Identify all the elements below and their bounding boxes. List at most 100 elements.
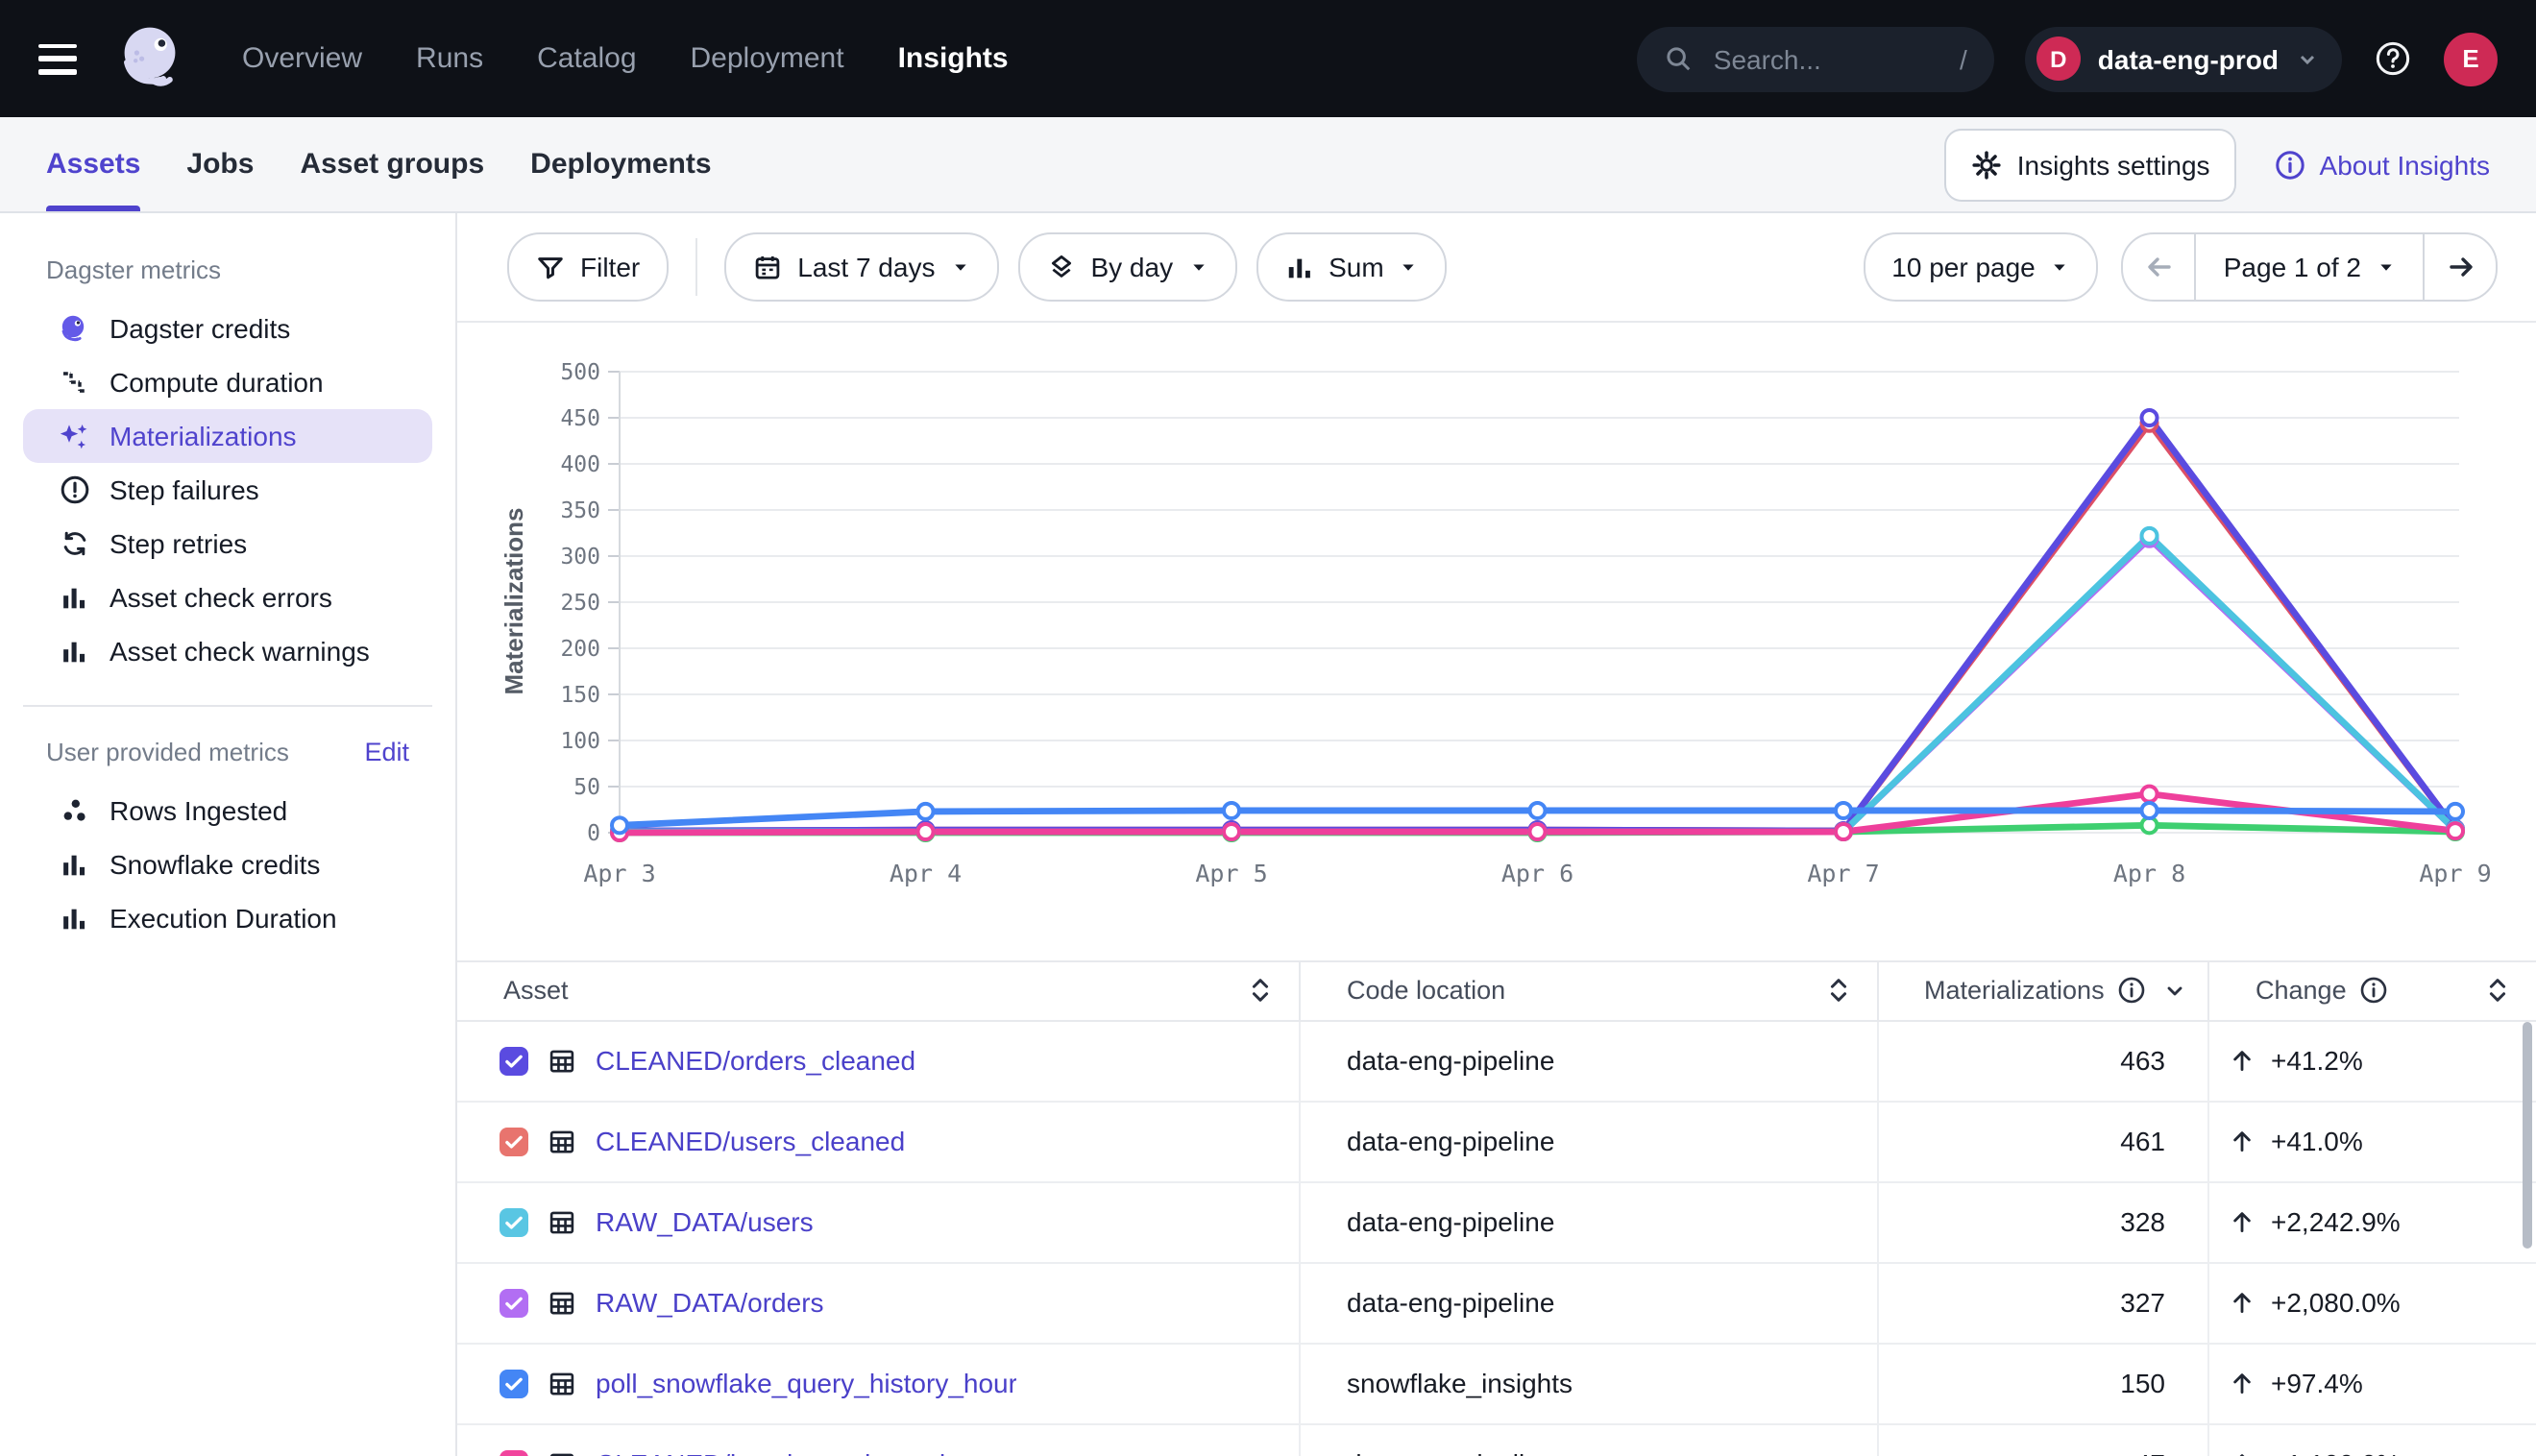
sort-toggle-icon[interactable] <box>2486 977 2509 1006</box>
bar-chart-icon <box>58 581 90 614</box>
series-checkbox[interactable] <box>500 1207 528 1236</box>
table-row: CLEANED/users_cleaneddata-eng-pipeline46… <box>457 1102 2536 1182</box>
change-cell: +2,242.9% <box>2209 1182 2536 1261</box>
series-checkbox[interactable] <box>500 1369 528 1397</box>
filter-funnel-icon <box>536 253 565 281</box>
sidebar-item-asset-check-errors[interactable]: Asset check errors <box>23 570 432 624</box>
svg-text:Apr 7: Apr 7 <box>1807 860 1879 887</box>
table-scrollbar[interactable] <box>2523 1022 2532 1249</box>
about-insights-label: About Insights <box>2320 149 2490 180</box>
materializations-value: 150 <box>1878 1344 2209 1422</box>
table-asset-icon <box>548 1288 576 1317</box>
asset-link[interactable]: RAW_DATA/orders <box>596 1287 824 1318</box>
change-cell: +97.4% <box>2209 1344 2536 1422</box>
dagster-logo[interactable] <box>111 18 188 99</box>
series-checkbox[interactable] <box>500 1288 528 1317</box>
series-checkbox[interactable] <box>500 1449 528 1456</box>
top-nav-link-catalog[interactable]: Catalog <box>537 42 636 75</box>
caret-down-icon <box>1400 257 1419 277</box>
sort-toggle-icon[interactable] <box>1249 977 1272 1006</box>
tab-deployments[interactable]: Deployments <box>530 117 711 211</box>
date-range-dropdown[interactable]: Last 7 days <box>724 232 998 302</box>
page-indicator-dropdown[interactable]: Page 1 of 2 <box>2197 234 2423 300</box>
info-icon[interactable] <box>2360 977 2389 1006</box>
sidebar-item-label: Execution Duration <box>110 903 337 934</box>
sidebar-item-label: Step retries <box>110 528 247 559</box>
app-root: OverviewRunsCatalogDeploymentInsights / … <box>0 0 2536 1456</box>
assets-table: AssetCode locationMaterializationsChange… <box>457 960 2536 1456</box>
asset-link[interactable]: CLEANED/locations_cleaned <box>596 1448 945 1456</box>
series-checkbox[interactable] <box>500 1127 528 1155</box>
top-nav-link-deployment[interactable]: Deployment <box>691 42 844 75</box>
svg-text:Apr 5: Apr 5 <box>1195 860 1267 887</box>
sidebar-item-materializations[interactable]: Materializations <box>23 409 432 463</box>
svg-text:0: 0 <box>587 821 600 846</box>
sort-toggle-icon[interactable] <box>1826 977 1849 1006</box>
sidebar-item-label: Step failures <box>110 474 259 505</box>
change-cell: +41.2% <box>2209 1021 2536 1100</box>
sidebar-item-step-failures[interactable]: Step failures <box>23 463 432 517</box>
column-header-change[interactable]: Change <box>2209 962 2536 1019</box>
refresh-icon <box>58 527 90 560</box>
column-header-materializations[interactable]: Materializations <box>1878 962 2209 1019</box>
edit-user-metrics-link[interactable]: Edit <box>364 738 409 766</box>
table-row: RAW_DATA/usersdata-eng-pipeline328+2,242… <box>457 1182 2536 1263</box>
top-nav-link-runs[interactable]: Runs <box>416 42 483 75</box>
sidebar-item-dagster-credits[interactable]: Dagster credits <box>23 302 432 355</box>
tab-asset-groups[interactable]: Asset groups <box>300 117 484 211</box>
gear-icon <box>1971 149 2002 180</box>
arrow-up-icon <box>2229 1208 2256 1235</box>
sidebar-item-label: Snowflake credits <box>110 849 320 880</box>
global-search[interactable]: / <box>1637 26 1994 91</box>
materializations-value: 47 <box>1878 1424 2209 1456</box>
sidebar-item-step-retries[interactable]: Step retries <box>23 517 432 570</box>
sidebar-item-compute-duration[interactable]: Compute duration <box>23 355 432 409</box>
search-input[interactable] <box>1710 41 1942 76</box>
sidebar-item-label: Asset check errors <box>110 582 332 613</box>
column-header-code-location[interactable]: Code location <box>1301 962 1878 1019</box>
asset-link[interactable]: RAW_DATA/users <box>596 1206 814 1237</box>
sidebar-item-snowflake-credits[interactable]: Snowflake credits <box>23 837 432 891</box>
per-page-dropdown[interactable]: 10 per page <box>1863 232 2098 302</box>
alert-circle-icon <box>58 473 90 506</box>
search-shortcut-hint: / <box>1960 43 1967 74</box>
hamburger-menu-icon[interactable] <box>38 43 77 74</box>
top-nav-link-overview[interactable]: Overview <box>242 42 362 75</box>
code-location-cell: data-eng-pipeline <box>1301 1424 1878 1456</box>
help-icon[interactable] <box>2373 38 2413 79</box>
granularity-dropdown[interactable]: By day <box>1017 232 1236 302</box>
previous-page-button[interactable] <box>2124 234 2197 300</box>
materializations-line-chart[interactable]: 050100150200250300350400450500Apr 3Apr 4… <box>457 323 2536 960</box>
change-value: +41.0% <box>2271 1126 2363 1156</box>
column-header-asset[interactable]: Asset <box>457 962 1301 1019</box>
calendar-icon <box>753 253 782 281</box>
info-icon[interactable] <box>2118 977 2147 1006</box>
bar-chart-icon <box>58 635 90 667</box>
sort-descending-icon[interactable] <box>2164 980 2187 1003</box>
layers-icon <box>1046 253 1075 281</box>
sidebar-item-rows-ingested[interactable]: Rows Ingested <box>23 784 432 837</box>
materializations-value: 461 <box>1878 1102 2209 1180</box>
filter-button[interactable]: Filter <box>507 232 669 302</box>
asset-link[interactable]: poll_snowflake_query_history_hour <box>596 1368 1017 1398</box>
about-insights-link[interactable]: About Insights <box>2276 149 2490 180</box>
aggregation-dropdown[interactable]: Sum <box>1256 232 1448 302</box>
series-checkbox[interactable] <box>500 1046 528 1075</box>
asset-link[interactable]: CLEANED/users_cleaned <box>596 1126 905 1156</box>
sidebar-item-execution-duration[interactable]: Execution Duration <box>23 891 432 945</box>
change-value: +97.4% <box>2271 1368 2363 1398</box>
table-asset-icon <box>548 1449 576 1456</box>
arrow-right-icon <box>2445 252 2475 282</box>
sidebar-item-asset-check-warnings[interactable]: Asset check warnings <box>23 624 432 678</box>
deployment-switcher[interactable]: D data-eng-prod <box>2025 26 2342 91</box>
user-avatar[interactable]: E <box>2444 32 2498 85</box>
top-nav-link-insights[interactable]: Insights <box>898 42 1009 75</box>
deployment-name: data-eng-prod <box>2098 43 2279 74</box>
asset-link[interactable]: CLEANED/orders_cleaned <box>596 1045 915 1076</box>
svg-text:350: 350 <box>560 498 600 523</box>
tab-jobs[interactable]: Jobs <box>186 117 254 211</box>
top-navigation-bar: OverviewRunsCatalogDeploymentInsights / … <box>0 0 2536 117</box>
next-page-button[interactable] <box>2423 234 2496 300</box>
insights-settings-button[interactable]: Insights settings <box>1944 128 2237 201</box>
tab-assets[interactable]: Assets <box>46 117 140 211</box>
